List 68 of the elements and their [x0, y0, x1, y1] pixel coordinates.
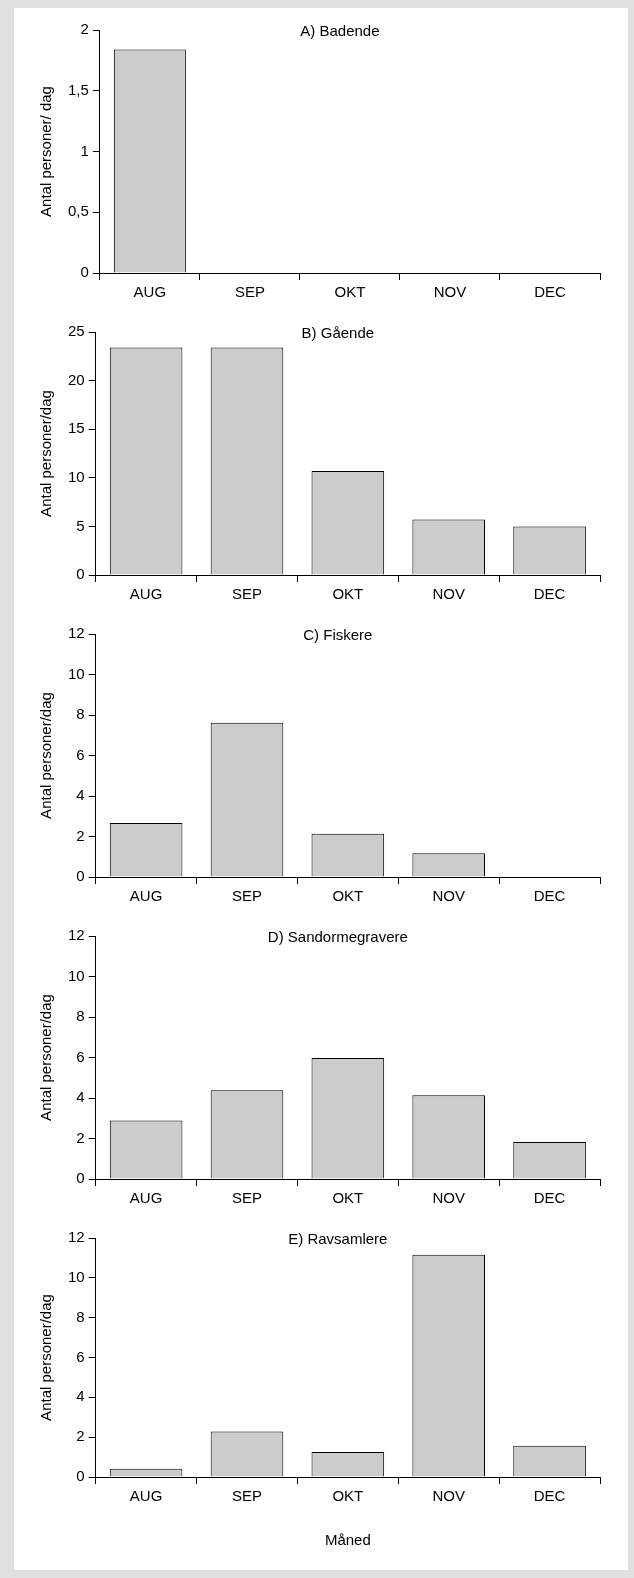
y-tick-label: 2: [76, 1128, 85, 1146]
y-tick-label: 8: [76, 1007, 85, 1025]
y-tick-label: 0: [80, 263, 89, 281]
y-tick-label: 12: [68, 926, 85, 944]
y-tick-label: 6: [76, 1047, 85, 1065]
y-tick-label: 10: [68, 467, 85, 485]
x-tick-label: SEP: [231, 585, 262, 603]
x-tick-label: OKT: [332, 887, 364, 905]
y-axis-title: Antal personer/dag: [37, 994, 55, 1121]
x-tick-label: OKT: [334, 283, 366, 301]
x-tick-label: DEC: [533, 887, 566, 905]
y-tick-label: 6: [76, 1347, 85, 1365]
y-tick-label: 20: [68, 370, 85, 388]
x-tick-label: OKT: [332, 1189, 364, 1207]
y-axis-title: Antal personer/dag: [37, 1294, 55, 1421]
y-tick-label: 5: [76, 516, 85, 534]
y-tick-label: 0,5: [67, 202, 89, 220]
y-tick-label: 15: [68, 419, 85, 437]
x-tick-label: DEC: [533, 1189, 566, 1207]
y-tick-label: 12: [68, 624, 85, 642]
x-tick-label: OKT: [332, 1487, 364, 1505]
chart-title: B) Gående: [301, 324, 375, 342]
x-tick-label: AUG: [129, 585, 163, 603]
x-tick-label: AUG: [129, 1487, 163, 1505]
x-tick-label: DEC: [533, 1487, 566, 1505]
x-tick-label: DEC: [534, 283, 566, 301]
y-tick-label: 1,5: [67, 80, 89, 98]
y-tick-label: 8: [76, 1307, 85, 1325]
x-tick-label: NOV: [432, 1189, 465, 1207]
y-axis-title: Antal personer/dag: [37, 692, 55, 819]
x-tick-label: AUG: [129, 887, 163, 905]
y-tick-label: 2: [76, 1427, 85, 1445]
y-axis-title: Antal personer/ dag: [37, 86, 55, 217]
x-tick-label: NOV: [433, 283, 467, 301]
x-tick-label: SEP: [231, 887, 262, 905]
x-tick-label: SEP: [231, 1487, 262, 1505]
chart-title: A) Badende: [300, 22, 380, 40]
x-tick-label: SEP: [234, 283, 265, 301]
y-tick-label: 4: [76, 786, 85, 804]
y-tick-label: 8: [76, 705, 85, 723]
y-tick-label: 0: [76, 565, 85, 583]
x-tick-label: AUG: [133, 283, 167, 301]
chart-title: D) Sandormegravere: [267, 928, 408, 946]
y-tick-label: 0: [76, 1169, 85, 1187]
x-tick-label: SEP: [231, 1189, 262, 1207]
x-tick-label: AUG: [129, 1189, 163, 1207]
y-tick-label: 10: [68, 966, 85, 984]
y-tick-label: 4: [76, 1387, 85, 1405]
y-tick-label: 10: [68, 1267, 85, 1285]
x-tick-label: NOV: [432, 887, 465, 905]
x-axis-title: Måned: [324, 1531, 371, 1549]
y-tick-label: 1: [80, 141, 89, 159]
y-tick-label: 12: [68, 1228, 85, 1246]
chart-title: E) Ravsamlere: [288, 1230, 388, 1248]
x-tick-label: NOV: [432, 1487, 465, 1505]
x-tick-label: DEC: [533, 585, 566, 603]
y-tick-label: 10: [68, 664, 85, 682]
y-tick-label: 6: [76, 745, 85, 763]
y-tick-label: 0: [76, 1467, 85, 1485]
x-tick-label: NOV: [432, 585, 465, 603]
y-tick-label: 4: [76, 1088, 85, 1106]
y-tick-label: 2: [80, 20, 89, 38]
y-axis-title: Antal personer/dag: [37, 390, 55, 517]
y-tick-label: 0: [76, 867, 85, 885]
x-tick-label: OKT: [332, 585, 364, 603]
chart-title: C) Fiskere: [303, 626, 373, 644]
y-tick-label: 2: [76, 826, 85, 844]
y-tick-label: 25: [68, 322, 85, 340]
